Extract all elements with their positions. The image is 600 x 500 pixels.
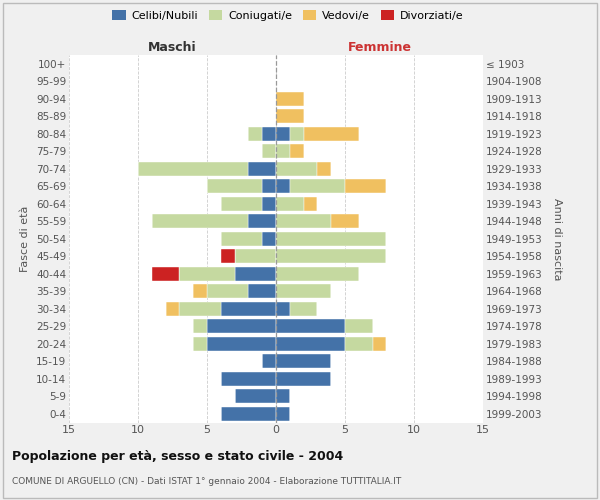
Y-axis label: Anni di nascita: Anni di nascita: [552, 198, 562, 280]
Bar: [276, 127, 290, 140]
Bar: [262, 232, 276, 245]
Text: COMUNE DI ARGUELLO (CN) - Dati ISTAT 1° gennaio 2004 - Elaborazione TUTTITALIA.I: COMUNE DI ARGUELLO (CN) - Dati ISTAT 1° …: [12, 478, 401, 486]
Bar: [304, 127, 359, 140]
Bar: [207, 284, 248, 298]
Bar: [276, 390, 290, 403]
Bar: [345, 180, 386, 193]
Legend: Celibi/Nubili, Coniugati/e, Vedovi/e, Divorziati/e: Celibi/Nubili, Coniugati/e, Vedovi/e, Di…: [108, 6, 468, 25]
Bar: [345, 320, 373, 333]
Bar: [262, 127, 276, 140]
Bar: [207, 337, 276, 350]
Bar: [276, 110, 304, 123]
Bar: [331, 214, 359, 228]
Bar: [248, 127, 262, 140]
Bar: [290, 144, 304, 158]
Bar: [276, 232, 386, 245]
Bar: [221, 197, 262, 210]
Bar: [276, 372, 331, 386]
Bar: [290, 302, 317, 316]
Bar: [138, 162, 248, 175]
Bar: [235, 390, 276, 403]
Bar: [221, 232, 262, 245]
Bar: [262, 180, 276, 193]
Bar: [276, 302, 290, 316]
Bar: [276, 180, 290, 193]
Bar: [179, 267, 235, 280]
Bar: [276, 354, 331, 368]
Bar: [207, 180, 262, 193]
Bar: [304, 197, 317, 210]
Text: Femmine: Femmine: [347, 41, 412, 54]
Y-axis label: Fasce di età: Fasce di età: [20, 206, 31, 272]
Bar: [193, 320, 207, 333]
Bar: [290, 180, 345, 193]
Text: Maschi: Maschi: [148, 41, 197, 54]
Bar: [276, 214, 331, 228]
Bar: [193, 337, 207, 350]
Text: Popolazione per età, sesso e stato civile - 2004: Popolazione per età, sesso e stato civil…: [12, 450, 343, 463]
Bar: [152, 214, 248, 228]
Bar: [290, 127, 304, 140]
Bar: [276, 407, 290, 420]
Bar: [248, 284, 276, 298]
Bar: [262, 354, 276, 368]
Bar: [276, 337, 345, 350]
Bar: [276, 320, 345, 333]
Bar: [221, 407, 276, 420]
Bar: [248, 214, 276, 228]
Bar: [166, 302, 179, 316]
Bar: [152, 267, 179, 280]
Bar: [276, 144, 290, 158]
Bar: [235, 267, 276, 280]
Bar: [276, 267, 359, 280]
Bar: [317, 162, 331, 175]
Bar: [262, 144, 276, 158]
Bar: [193, 284, 207, 298]
Bar: [276, 162, 317, 175]
Bar: [235, 250, 276, 263]
Bar: [276, 250, 386, 263]
Bar: [221, 302, 276, 316]
Bar: [276, 284, 331, 298]
Bar: [373, 337, 386, 350]
Bar: [221, 250, 235, 263]
Bar: [276, 197, 304, 210]
Bar: [221, 372, 276, 386]
Bar: [262, 197, 276, 210]
Bar: [179, 302, 221, 316]
Bar: [276, 92, 304, 106]
Bar: [345, 337, 373, 350]
Bar: [207, 320, 276, 333]
Bar: [248, 162, 276, 175]
